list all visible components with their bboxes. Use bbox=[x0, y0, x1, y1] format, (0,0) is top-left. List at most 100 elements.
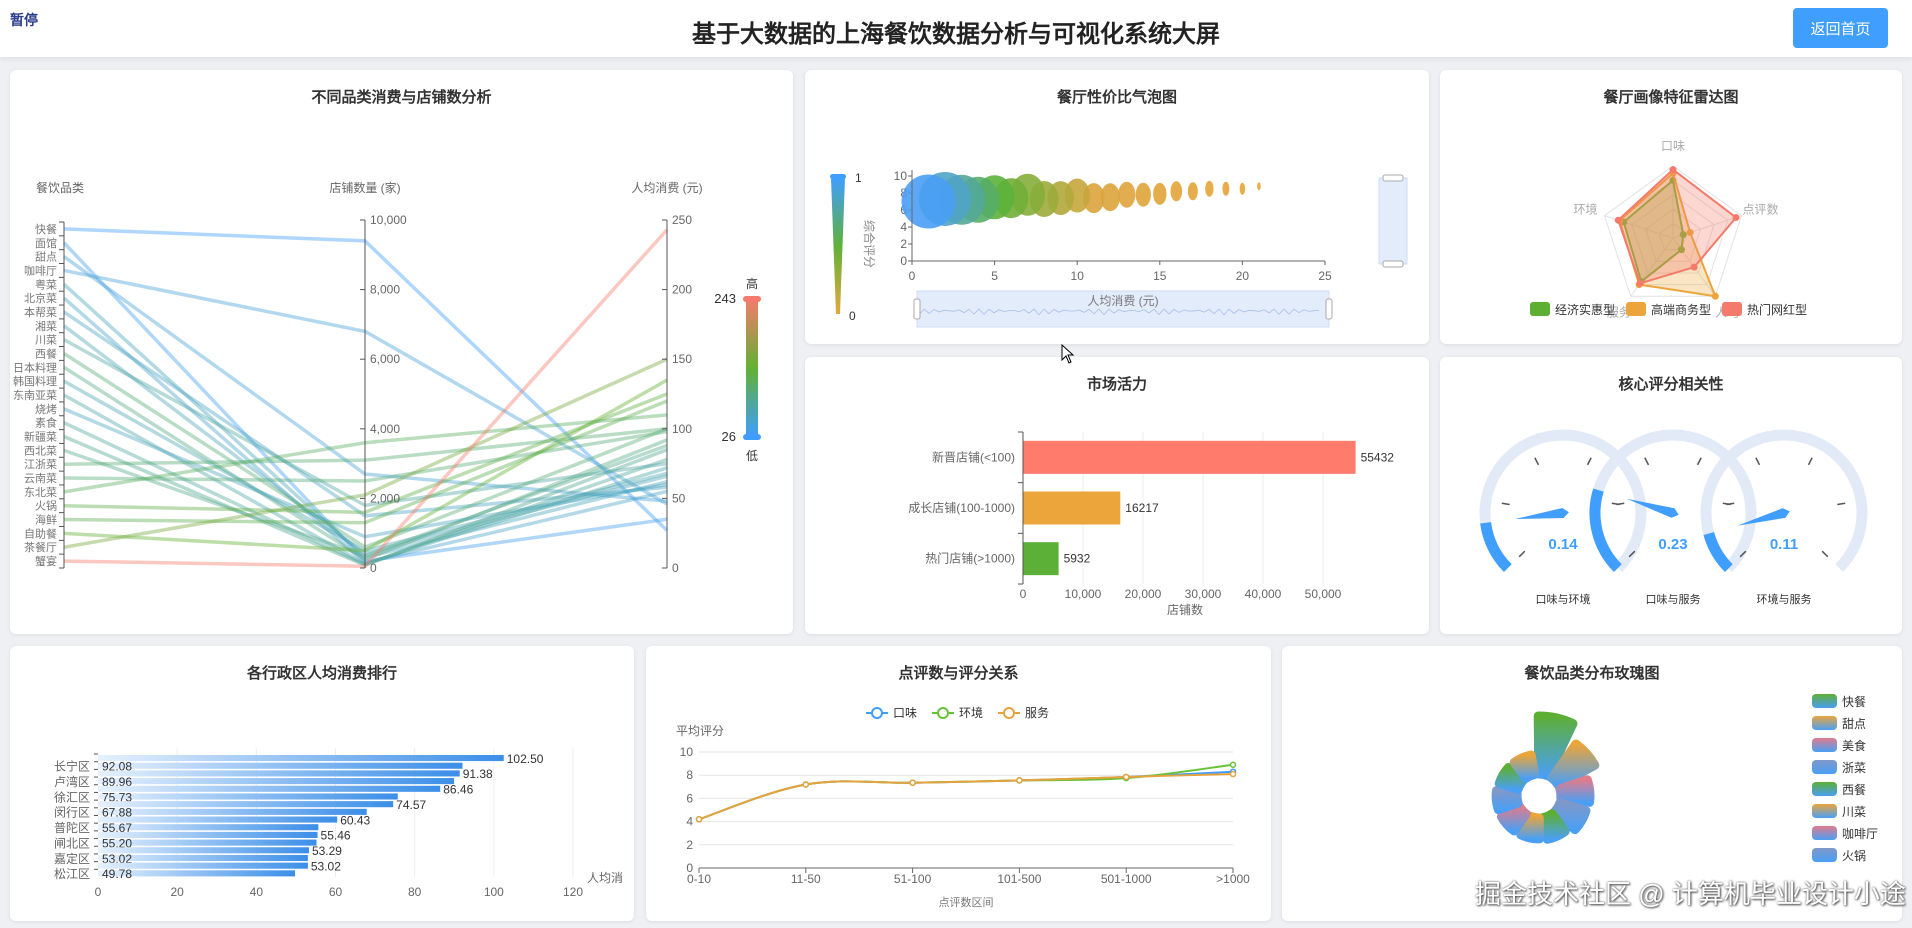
bar[interactable] bbox=[98, 785, 441, 792]
legend-swatch[interactable] bbox=[1626, 302, 1646, 316]
legend-swatch[interactable] bbox=[1812, 804, 1837, 818]
x-tick-label: 80 bbox=[408, 885, 422, 899]
bar[interactable] bbox=[98, 816, 338, 823]
visual-map-bar[interactable] bbox=[831, 178, 845, 314]
bar[interactable] bbox=[1023, 491, 1121, 525]
bar[interactable] bbox=[98, 824, 319, 831]
gauge-tick bbox=[1696, 457, 1702, 466]
series-line[interactable] bbox=[698, 773, 1234, 821]
legend-label[interactable]: 川菜 bbox=[1842, 805, 1866, 819]
x-tick-label: 5 bbox=[991, 269, 998, 283]
bubble-point[interactable] bbox=[1239, 182, 1246, 195]
legend-label[interactable]: 环境 bbox=[959, 705, 983, 720]
legend-label[interactable]: 甜点 bbox=[1842, 717, 1866, 731]
rose-slice[interactable] bbox=[1509, 750, 1540, 783]
rose-slice[interactable] bbox=[1533, 711, 1578, 781]
category-label: 西餐 bbox=[35, 346, 57, 360]
district-bar-chart: 0 20 40 60 80 100 120 人均消 102.50 92.08 长宁区 91.38 89.… bbox=[54, 748, 623, 899]
datazoom-handle-top[interactable] bbox=[1382, 174, 1404, 182]
panel-title: 不同品类消费与店铺数分析 bbox=[311, 89, 492, 106]
bubble-point[interactable] bbox=[1187, 182, 1198, 201]
legend-label[interactable]: 快餐 bbox=[1842, 694, 1866, 709]
x-tick-label: >1000 bbox=[1216, 872, 1250, 886]
bar-value-label: 92.08 bbox=[102, 760, 132, 774]
legend-label[interactable]: 西餐 bbox=[1842, 782, 1866, 797]
legend-swatch[interactable] bbox=[1812, 716, 1837, 730]
datazoom-handle-left[interactable] bbox=[913, 298, 921, 320]
bubble-point[interactable] bbox=[1257, 182, 1261, 191]
bar[interactable] bbox=[98, 870, 296, 877]
category-label: 火锅 bbox=[35, 500, 57, 513]
legend-label[interactable]: 火锅 bbox=[1842, 848, 1866, 863]
bubble-point[interactable] bbox=[901, 174, 956, 229]
bubble-point[interactable] bbox=[1153, 182, 1167, 205]
bar[interactable] bbox=[98, 755, 504, 762]
gauge-pointer bbox=[1626, 498, 1679, 518]
legend-label[interactable]: 口味 bbox=[893, 706, 917, 720]
bar[interactable] bbox=[98, 808, 367, 815]
bubble-chart: 10综合评分02468100510152025人均消费 (元) bbox=[830, 169, 1408, 328]
category-label: 蟹宴 bbox=[35, 554, 57, 568]
radar-point bbox=[1732, 214, 1740, 222]
legend-swatch[interactable] bbox=[1812, 760, 1837, 774]
bar[interactable] bbox=[98, 801, 394, 808]
legend-swatch[interactable] bbox=[1812, 782, 1837, 796]
legend-label[interactable]: 服务 bbox=[1025, 705, 1049, 720]
bar[interactable] bbox=[98, 847, 309, 854]
bubble-point[interactable] bbox=[1100, 183, 1120, 212]
legend-label[interactable]: 高端商务型 bbox=[1651, 302, 1711, 317]
bubble-point[interactable] bbox=[1205, 180, 1214, 197]
bar[interactable] bbox=[1023, 440, 1356, 474]
category-label: 普陀区 bbox=[54, 820, 90, 835]
bar[interactable] bbox=[98, 854, 308, 862]
y-tick-label: 10 bbox=[894, 169, 908, 183]
rose-slice[interactable] bbox=[1547, 739, 1600, 790]
tick-label: 0 bbox=[672, 561, 679, 575]
legend-swatch[interactable] bbox=[1812, 694, 1837, 708]
bar[interactable] bbox=[98, 793, 398, 800]
legend-label[interactable]: 经济实惠型 bbox=[1555, 302, 1615, 317]
bar[interactable] bbox=[98, 862, 308, 869]
bubble-point[interactable] bbox=[1118, 181, 1136, 208]
y-datazoom-slider[interactable] bbox=[1378, 177, 1408, 265]
bar[interactable] bbox=[98, 770, 460, 777]
rose-slice[interactable] bbox=[1491, 786, 1523, 815]
legend-swatch[interactable] bbox=[1722, 302, 1742, 316]
x-datazoom-slider[interactable] bbox=[916, 290, 1330, 328]
bar[interactable] bbox=[98, 778, 455, 785]
legend-swatch[interactable] bbox=[1812, 848, 1837, 862]
datazoom-handle-right[interactable] bbox=[1325, 298, 1333, 320]
gauge-value: 0.14 bbox=[1548, 536, 1578, 553]
visual-map-handle-low[interactable] bbox=[743, 434, 761, 440]
visual-map-handle[interactable] bbox=[830, 174, 846, 179]
bubble-point[interactable] bbox=[1170, 181, 1183, 202]
bar[interactable] bbox=[98, 839, 317, 846]
data-point bbox=[1229, 770, 1237, 778]
bubble-point[interactable] bbox=[1222, 181, 1230, 196]
x-tick-label: 50,000 bbox=[1305, 587, 1342, 601]
legend-label[interactable]: 浙菜 bbox=[1842, 761, 1866, 775]
datazoom-handle-bottom[interactable] bbox=[1382, 260, 1404, 268]
pause-button[interactable]: 暂停 bbox=[10, 12, 38, 28]
page-title: 基于大数据的上海餐饮数据分析与可视化系统大屏 bbox=[692, 21, 1220, 48]
review-score-line-chart: 0 2 4 6 8 10 0-10 11-50 51-100 101-500 501-1000 >10… bbox=[676, 705, 1250, 909]
legend-label[interactable]: 热门网红型 bbox=[1747, 302, 1807, 317]
legend-label[interactable]: 咖啡厅 bbox=[1842, 826, 1878, 841]
bar[interactable] bbox=[98, 831, 318, 838]
series-line[interactable] bbox=[698, 770, 1234, 821]
legend-swatch[interactable] bbox=[1812, 826, 1837, 840]
visual-map-handle-high[interactable] bbox=[743, 296, 761, 302]
legend-swatch[interactable] bbox=[1530, 302, 1550, 316]
bar[interactable] bbox=[1023, 542, 1059, 576]
rose-slice[interactable] bbox=[1555, 775, 1595, 807]
category-label: 北京菜 bbox=[24, 291, 57, 305]
radar-series-area[interactable] bbox=[1617, 168, 1738, 285]
radar-series-area[interactable] bbox=[1622, 178, 1685, 284]
bubble-point[interactable] bbox=[1135, 182, 1151, 207]
legend-label[interactable]: 美食 bbox=[1842, 738, 1866, 753]
panel-title: 核心评分相关性 bbox=[1618, 376, 1724, 393]
legend-swatch[interactable] bbox=[1812, 738, 1837, 752]
return-home-button[interactable]: 返回首页 bbox=[1793, 8, 1888, 48]
visual-map-bar[interactable] bbox=[746, 299, 758, 437]
bar[interactable] bbox=[98, 762, 463, 769]
